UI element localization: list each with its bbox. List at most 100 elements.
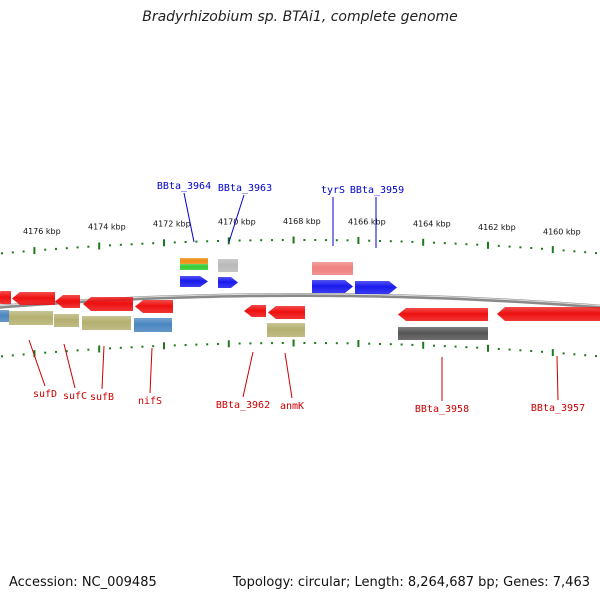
leader-line-sufb xyxy=(101,345,105,390)
minor-tick xyxy=(130,243,133,246)
minor-tick xyxy=(530,247,533,249)
minor-tick xyxy=(109,347,111,350)
gene-bbta-3958[interactable] xyxy=(398,308,488,321)
minor-tick xyxy=(238,239,241,242)
minor-tick xyxy=(433,344,435,347)
minor-tick xyxy=(465,346,468,349)
major-tick xyxy=(292,339,295,347)
minor-tick xyxy=(281,239,284,241)
scale-label-kbp-4176: 4176 kbp xyxy=(23,227,61,236)
minor-tick xyxy=(584,251,587,254)
minor-tick xyxy=(173,241,176,244)
major-tick xyxy=(163,342,165,350)
minor-tick xyxy=(173,344,176,347)
gene-label-bbta-3964[interactable]: BBta_3964 xyxy=(157,181,211,192)
accession-text: Accession: NC_009485 xyxy=(9,575,157,590)
gene-label-sufb[interactable]: sufB xyxy=(90,392,114,403)
gene-bbta-3964-band-2[interactable] xyxy=(180,264,208,270)
minor-tick xyxy=(595,252,597,255)
minor-tick xyxy=(303,239,306,241)
gene-bbta-3963[interactable] xyxy=(218,277,238,288)
minor-tick xyxy=(325,239,327,242)
gene-bbta-3958-band[interactable] xyxy=(398,327,488,340)
major-tick xyxy=(357,340,360,347)
minor-tick xyxy=(573,250,576,253)
leader-line-sufc xyxy=(63,343,76,389)
minor-tick xyxy=(249,342,252,345)
gene-label-bbta-3958[interactable]: BBta_3958 xyxy=(415,404,469,415)
minor-tick xyxy=(271,342,273,345)
minor-tick xyxy=(206,240,209,243)
major-tick xyxy=(227,340,230,348)
gene-label-bbta-3959[interactable]: BBta_3959 xyxy=(350,185,404,196)
gene-tyrs[interactable] xyxy=(312,280,353,293)
gene-label-sufd[interactable]: sufD xyxy=(33,389,57,400)
gene-label-sufc[interactable]: sufC xyxy=(63,391,87,402)
gene-label-anmk[interactable]: anmK xyxy=(280,401,304,412)
gene-sufc[interactable] xyxy=(55,295,80,308)
gene-steel-edge[interactable] xyxy=(0,310,9,322)
scale-label-kbp-4174: 4174 kbp xyxy=(88,223,126,232)
gene-nifs[interactable] xyxy=(135,300,173,313)
gene-nifs-band[interactable] xyxy=(134,318,172,332)
gene-bbta-3964-band[interactable] xyxy=(180,258,208,264)
minor-tick xyxy=(595,355,597,358)
scale-label-kbp-4166: 4166 kbp xyxy=(348,218,386,227)
minor-tick xyxy=(11,251,14,254)
gene-label-tyrs[interactable]: tyrS xyxy=(321,185,345,196)
genome-title: Bradyrhizobium sp. BTAi1, complete genom… xyxy=(142,9,458,25)
minor-tick xyxy=(249,239,252,242)
minor-tick xyxy=(497,347,500,350)
minor-tick xyxy=(508,348,511,351)
minor-tick xyxy=(141,242,144,245)
gene-tyrs-band[interactable] xyxy=(312,262,353,275)
minor-tick xyxy=(303,342,306,344)
minor-tick xyxy=(465,243,468,246)
minor-tick xyxy=(260,239,263,242)
leader-line-bbta-3963 xyxy=(228,194,245,243)
gene-sufd[interactable] xyxy=(12,292,55,305)
gene-label-bbta-3962[interactable]: BBta_3962 xyxy=(216,400,270,411)
gene-anmk-band[interactable] xyxy=(267,323,305,337)
minor-tick xyxy=(314,342,317,344)
leader-line-sufd xyxy=(28,339,46,387)
gene-sufc-band[interactable] xyxy=(54,314,79,327)
minor-tick xyxy=(22,250,25,253)
scale-label-kbp-4160: 4160 kbp xyxy=(543,227,581,236)
gene-label-bbta-3963[interactable]: BBta_3963 xyxy=(218,183,272,194)
gene-bbta-3957[interactable] xyxy=(497,307,600,321)
scale-label-kbp-4168: 4168 kbp xyxy=(283,217,321,226)
minor-tick xyxy=(55,350,57,353)
minor-tick xyxy=(44,351,47,354)
gene-label-bbta-3957[interactable]: BBta_3957 xyxy=(531,403,585,414)
scale-label-kbp-4170: 4170 kbp xyxy=(218,218,256,227)
minor-tick xyxy=(55,247,57,250)
gene-anmk[interactable] xyxy=(268,306,305,319)
minor-tick xyxy=(152,242,155,245)
gene-bbta-3962[interactable] xyxy=(244,305,266,317)
minor-tick xyxy=(400,343,403,346)
minor-tick xyxy=(119,346,122,349)
minor-tick xyxy=(87,348,90,351)
gene-bbta-3959[interactable] xyxy=(355,281,397,294)
minor-tick xyxy=(368,239,371,242)
gene-sufb[interactable] xyxy=(83,297,133,311)
minor-tick xyxy=(411,343,414,346)
major-tick xyxy=(551,246,554,254)
gene-bbta-3963-band[interactable] xyxy=(218,259,238,272)
minor-tick xyxy=(519,246,522,249)
gene-bbta-3964[interactable] xyxy=(180,276,208,287)
minor-tick xyxy=(389,240,392,243)
minor-tick xyxy=(314,239,317,241)
gene-sufb-band[interactable] xyxy=(82,316,131,330)
minor-tick xyxy=(389,343,392,346)
minor-tick xyxy=(454,345,457,348)
gene-label-nifs[interactable]: nifS xyxy=(138,396,162,407)
minor-tick xyxy=(217,240,219,242)
minor-tick xyxy=(22,353,25,356)
gene-sufd-band[interactable] xyxy=(9,311,53,325)
outer-tick-ring xyxy=(1,236,597,255)
gene-left-edge[interactable] xyxy=(0,291,11,304)
scale-label-kbp-4164: 4164 kbp xyxy=(413,220,451,229)
major-tick xyxy=(163,239,165,247)
